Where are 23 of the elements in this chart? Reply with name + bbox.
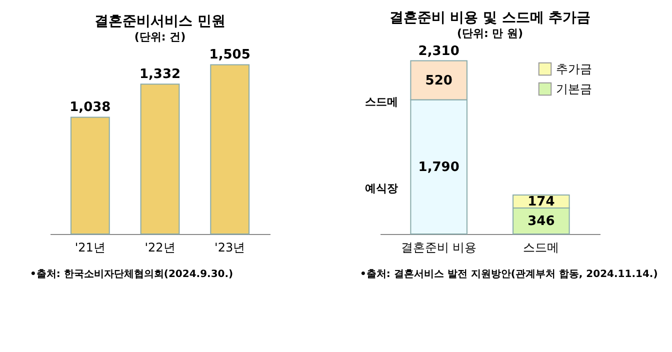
total-label: 2,310	[418, 44, 460, 59]
data-label: 1,038	[70, 100, 111, 116]
chart-subtitle: (단위: 만 원)	[456, 26, 524, 40]
text: •출처: 한국소비자단체협의회(2024.9.30.)	[30, 269, 234, 280]
data-label: 1,790	[418, 160, 460, 175]
chart-title: 결혼준비 비용 및 스드메 추가금	[389, 10, 591, 26]
x-tick-label: 결혼준비 비용	[400, 240, 477, 254]
x-tick-label: '22년	[144, 240, 176, 254]
text: •출처: 결혼서비스 발전 지원방안(관계부처 합동, 2024.11.14.)	[360, 269, 658, 280]
chart-subtitle: (단위: 건)	[134, 30, 186, 44]
legend-label: 추가금	[556, 62, 592, 76]
data-label: 1,505	[209, 48, 250, 63]
data-label: 174	[528, 194, 555, 210]
legend-label: 기본금	[556, 82, 592, 96]
chart-title: 결혼준비서비스 민원	[94, 14, 226, 30]
x-tick-label: '21년	[74, 240, 106, 254]
annotation: 스드메	[365, 96, 398, 109]
data-label: 346	[528, 214, 555, 230]
x-tick-label: '23년	[214, 240, 246, 254]
data-label: 1,332	[139, 67, 181, 82]
x-tick-label: 스드메	[523, 240, 560, 254]
data-label: 520	[425, 73, 452, 88]
annotation: 예식장	[365, 182, 398, 195]
